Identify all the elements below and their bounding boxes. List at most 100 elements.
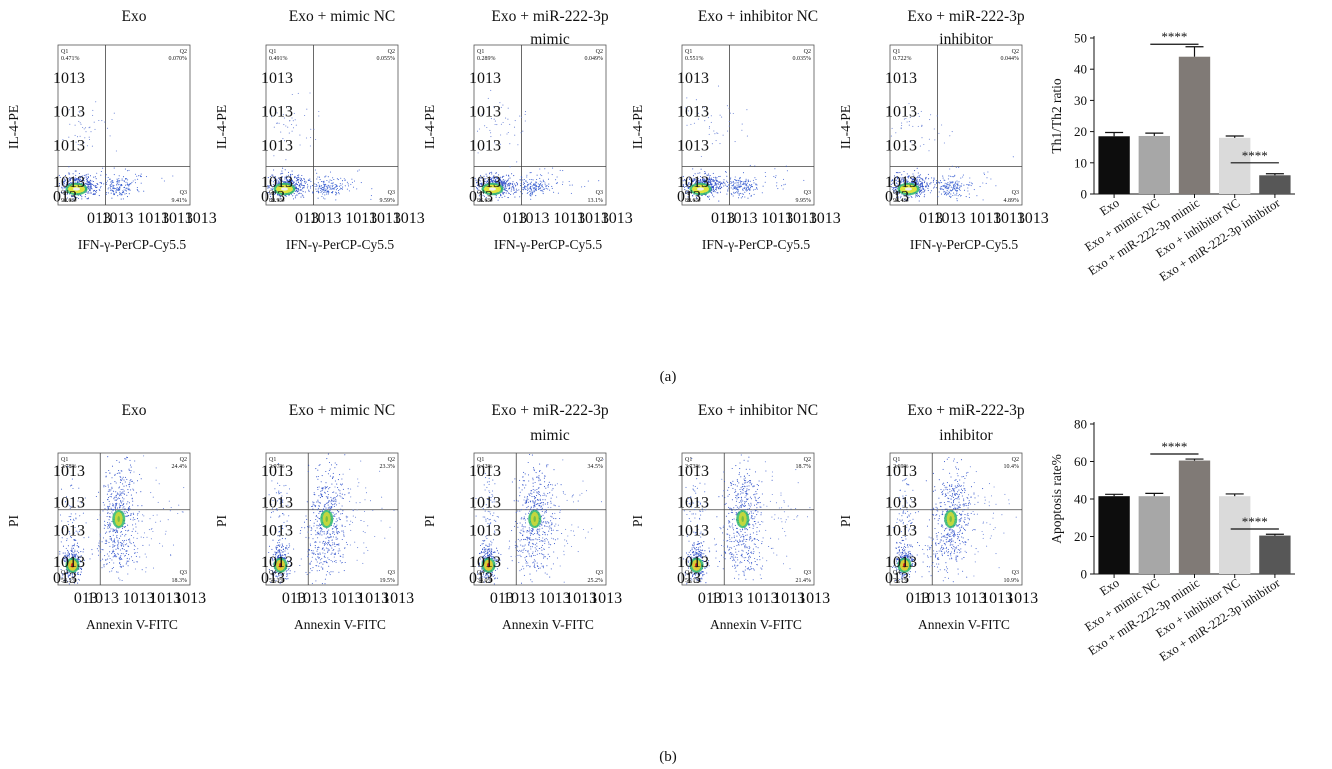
event-dot [78, 487, 80, 489]
event-dot [115, 503, 117, 505]
event-dot [306, 108, 308, 110]
event-dot [716, 185, 718, 187]
event-dot [292, 127, 295, 129]
event-dot [130, 556, 133, 558]
event-dot [86, 198, 88, 200]
event-dot [285, 159, 287, 161]
event-dot [124, 544, 126, 546]
event-dot [76, 542, 79, 544]
event-dot [112, 187, 114, 190]
event-dot [112, 556, 114, 558]
event-dot [326, 189, 328, 191]
event-dot [328, 565, 330, 567]
event-dot [341, 530, 343, 532]
event-dot [734, 179, 737, 181]
event-dot [311, 505, 314, 507]
event-dot [309, 519, 311, 522]
event-dot [115, 531, 117, 533]
event-dot [94, 189, 96, 191]
event-dot [78, 120, 80, 122]
event-dot [969, 181, 971, 183]
event-dot [732, 188, 734, 190]
event-dot [774, 168, 776, 170]
event-dot [70, 516, 72, 518]
quadrant-name-q2: Q2 [388, 49, 395, 55]
event-dot [155, 521, 157, 523]
event-dot [951, 176, 953, 178]
event-dot [323, 531, 325, 533]
event-dot [103, 566, 105, 568]
event-dot [89, 187, 91, 189]
event-dot [130, 514, 132, 516]
event-dot [127, 524, 129, 526]
event-dot [321, 495, 323, 497]
event-dot [300, 188, 302, 191]
event-dot [118, 178, 120, 180]
event-dot [107, 526, 109, 528]
event-dot [136, 187, 138, 189]
event-dot [310, 128, 312, 130]
event-dot [930, 190, 932, 192]
event-dot [341, 493, 343, 495]
event-dot [289, 545, 291, 547]
x-axis-title: IFN-γ-PerCP-Cy5.5 [494, 237, 603, 252]
quadrant-name-q1: Q1 [685, 49, 692, 55]
event-dot [917, 183, 919, 186]
event-dot [122, 190, 124, 192]
significance-label: **** [1242, 148, 1268, 163]
event-dot [297, 182, 300, 184]
event-dot [86, 145, 88, 147]
event-dot [113, 498, 115, 500]
event-dot [534, 183, 536, 185]
event-dot [530, 195, 532, 197]
event-dot [317, 197, 319, 199]
event-dot [743, 184, 745, 186]
quadrant-value-q2: 0.055% [377, 56, 396, 62]
event-dot [319, 552, 321, 554]
event-dot [128, 484, 130, 486]
event-dot [309, 92, 311, 94]
event-dot [302, 187, 304, 190]
event-dot [110, 539, 113, 541]
event-dot [340, 187, 342, 189]
event-dot [761, 192, 763, 194]
event-dot [134, 518, 136, 521]
event-dot [75, 174, 77, 176]
event-dot [125, 192, 127, 195]
event-dot [299, 177, 301, 179]
event-dot [345, 515, 347, 517]
event-dot [128, 188, 130, 190]
event-dot [581, 186, 583, 188]
event-dot [506, 185, 508, 187]
event-dot [336, 185, 338, 187]
event-dot [709, 183, 711, 186]
event-dot [325, 537, 327, 539]
event-dot [921, 185, 924, 188]
event-dot [957, 187, 959, 190]
event-dot [127, 489, 129, 491]
event-dot [107, 192, 109, 194]
event-dot [916, 194, 918, 196]
event-dot [76, 180, 78, 182]
event-dot [562, 170, 564, 172]
event-dot [117, 571, 119, 573]
event-dot [103, 484, 105, 486]
event-dot [106, 509, 108, 511]
event-dot [327, 504, 329, 506]
event-dot [310, 136, 312, 139]
event-dot [709, 181, 711, 183]
event-dot [326, 190, 329, 193]
event-dot [713, 176, 715, 178]
flow-plot: Exo + mimic NCQ10.491%Q20.055%Q39.59%Q48… [214, 8, 425, 252]
event-dot [526, 192, 528, 194]
event-dot [119, 193, 121, 195]
event-dot [117, 541, 119, 543]
event-dot [124, 481, 126, 483]
event-dot [938, 132, 940, 134]
event-dot [271, 548, 273, 550]
event-dot [74, 178, 76, 181]
quadrant-value-q1: 0.491% [269, 56, 288, 62]
event-dot [108, 489, 110, 491]
event-dot [128, 546, 130, 548]
event-dot [534, 185, 536, 187]
